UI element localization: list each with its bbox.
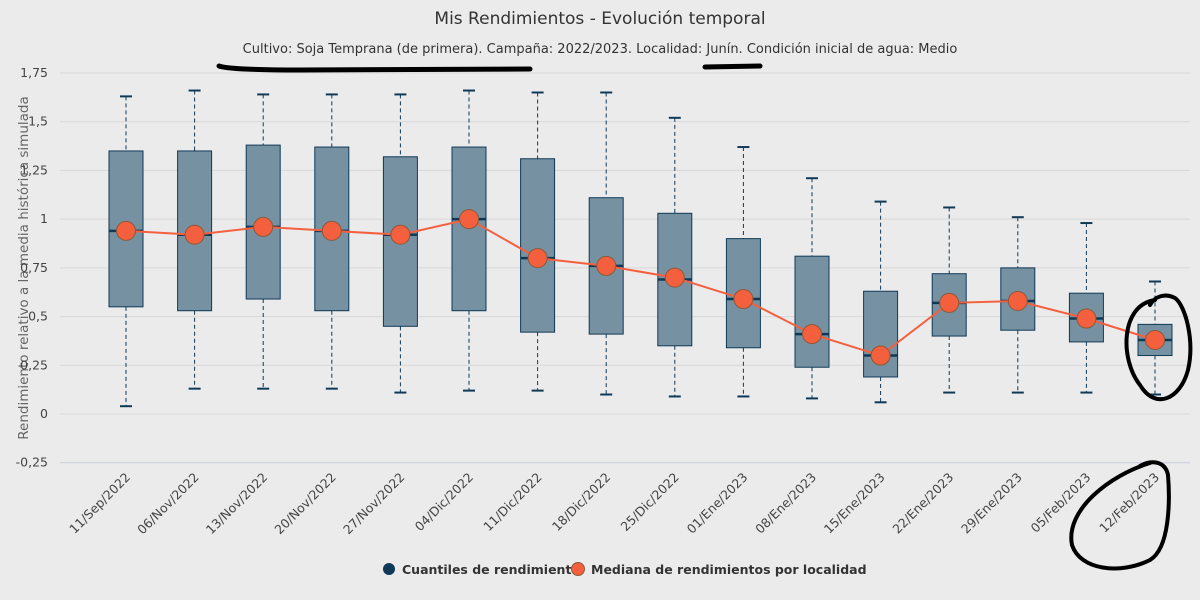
boxplot-series	[108, 89, 1173, 408]
y-tick-label: 0	[40, 406, 48, 421]
median-point[interactable]	[870, 345, 891, 366]
annotation-underline-cultivo	[216, 63, 533, 73]
box-4[interactable]	[382, 93, 418, 394]
y-tick-label: 1,75	[20, 65, 48, 80]
legend-label-median[interactable]: Mediana de rendimientos por localidad	[591, 562, 867, 577]
box-6[interactable]	[520, 91, 556, 392]
chart-title: Mis Rendimientos - Evolución temporal	[434, 9, 765, 29]
legend-marker-quantiles	[383, 563, 395, 575]
median-point[interactable]	[596, 255, 617, 276]
legend-label-quantiles[interactable]: Cuantiles de rendimiento	[402, 562, 580, 577]
median-line-series	[116, 209, 1165, 366]
x-tick-label: 13/Nov/2022	[203, 470, 271, 538]
iqr-box	[108, 150, 144, 308]
iqr-box	[520, 158, 556, 333]
y-tick-label: 0,25	[20, 357, 48, 372]
median-line	[125, 218, 1156, 357]
annotation-circle-box	[1124, 293, 1193, 402]
x-tick-label: 01/Ene/2023	[684, 470, 751, 537]
median-point[interactable]	[321, 220, 342, 241]
median-point[interactable]	[459, 209, 479, 230]
x-tick-label: 27/Nov/2022	[340, 470, 408, 538]
annotation-underline-localidad	[702, 63, 763, 70]
y-tick-label: -0,25	[16, 455, 48, 470]
x-tick-label: 06/Nov/2022	[134, 470, 202, 538]
box-10[interactable]	[794, 177, 830, 400]
x-tick-label: 11/Sep/2022	[66, 470, 133, 537]
box-7[interactable]	[588, 91, 624, 396]
median-point[interactable]	[733, 289, 754, 310]
median-point[interactable]	[527, 248, 548, 269]
median-point[interactable]	[253, 216, 274, 237]
x-tick-label: 08/Ene/2023	[752, 470, 819, 537]
legend-marker-median	[571, 562, 585, 576]
x-tick-label: 22/Ene/2023	[889, 470, 956, 537]
x-tick-label: 20/Nov/2022	[271, 470, 339, 538]
box-3[interactable]	[314, 93, 350, 390]
box-5[interactable]	[451, 89, 487, 392]
median-point[interactable]	[664, 267, 685, 288]
annotation-circle-label	[1069, 460, 1171, 571]
x-tick-label: 12/Feb/2023	[1096, 470, 1162, 536]
box-11[interactable]	[863, 200, 899, 404]
y-axis-label: Rendimiento relativo a la media históric…	[16, 96, 32, 440]
median-point[interactable]	[802, 324, 822, 345]
median-point[interactable]	[184, 224, 205, 245]
box-8[interactable]	[657, 116, 693, 398]
x-axis-ticks: 11/Sep/2022 06/Nov/2022 13/Nov/2022 20/Nov/…	[66, 470, 1162, 538]
x-tick-label: 25/Dic/2022	[617, 470, 681, 534]
x-tick-label: 05/Feb/2023	[1028, 470, 1094, 536]
median-point[interactable]	[1007, 290, 1028, 311]
median-point[interactable]	[939, 292, 960, 313]
median-point[interactable]	[1145, 329, 1165, 350]
chart-subtitle: Cultivo: Soja Temprana (de primera). Cam…	[243, 42, 958, 57]
box-0[interactable]	[108, 95, 144, 408]
y-axis-ticks: -0,25 0 0,25 0,5 0,75 1 1,25 1,5 1,75	[16, 65, 48, 470]
y-tick-label: 0,5	[28, 309, 48, 324]
y-tick-label: 1,5	[28, 114, 48, 129]
y-tick-label: 1,25	[20, 162, 48, 177]
x-tick-label: 11/Dic/2022	[480, 470, 544, 534]
box-9[interactable]	[725, 146, 761, 398]
median-point[interactable]	[116, 220, 136, 241]
median-point[interactable]	[1076, 308, 1097, 329]
x-tick-label: 29/Ene/2023	[958, 470, 1025, 537]
box-15[interactable]	[1137, 280, 1173, 396]
x-tick-label: 04/Dic/2022	[412, 470, 476, 534]
box-14[interactable]	[1068, 222, 1104, 394]
median-point[interactable]	[390, 224, 411, 245]
iqr-box	[794, 255, 830, 368]
box-2[interactable]	[245, 93, 281, 390]
y-tick-label: 0,75	[20, 260, 48, 275]
hand-drawn-annotations	[216, 63, 1193, 571]
x-tick-label: 15/Ene/2023	[821, 470, 888, 537]
x-tick-label: 18/Dic/2022	[549, 470, 613, 534]
iqr-box	[382, 156, 418, 327]
legend: Cuantiles de rendimiento Mediana de rend…	[383, 562, 867, 577]
y-tick-label: 1	[40, 211, 48, 226]
